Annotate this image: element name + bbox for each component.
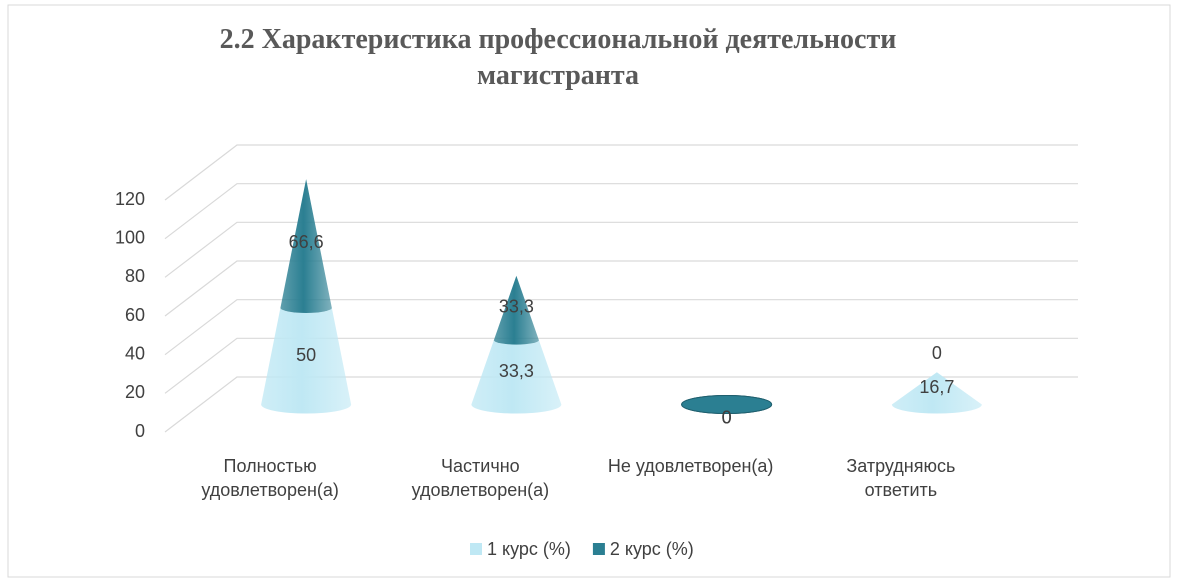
cone-segment xyxy=(261,307,352,414)
chart-title: 2.2 Характеристика профессиональной деят… xyxy=(219,24,897,91)
chart-border xyxy=(7,4,1171,578)
grid-line xyxy=(164,337,1078,394)
x-tick-label: Не удовлетворен(а) xyxy=(607,456,774,476)
data-label: 33,3 xyxy=(499,297,534,317)
cone-segment xyxy=(280,179,332,313)
grid-line xyxy=(164,183,1078,240)
grid-line xyxy=(164,260,1078,317)
x-tick-label: Частично удовлетворен(а) xyxy=(411,456,550,500)
y-tick-label: 40 xyxy=(125,343,145,363)
y-tick-label: 120 xyxy=(115,189,145,209)
cone-segment xyxy=(471,340,562,414)
grid-line xyxy=(164,221,1078,278)
cone-segment xyxy=(493,275,539,345)
x-tick-label: Полностью удовлетворен(а) xyxy=(201,456,339,500)
legend-swatch xyxy=(592,543,605,555)
y-tick-label: 100 xyxy=(115,227,145,247)
y-tick-label: 0 xyxy=(135,421,145,441)
cone-segment xyxy=(681,395,773,414)
legend-label: 2 курс (%) xyxy=(610,539,694,559)
cone-segment xyxy=(891,372,982,414)
data-label: 0 xyxy=(722,407,732,427)
y-tick-label: 60 xyxy=(125,305,145,325)
data-label: 0 xyxy=(722,407,732,427)
data-label: 16,7 xyxy=(919,377,954,397)
data-label: 0 xyxy=(932,343,942,363)
data-label: 33,3 xyxy=(499,361,534,381)
x-tick-label: Затрудняюсь ответить xyxy=(846,456,956,500)
data-label: 66,6 xyxy=(289,232,324,252)
y-tick-label: 20 xyxy=(125,382,145,402)
grid-line xyxy=(164,376,1078,433)
grid-line xyxy=(164,144,1078,201)
legend-label: 1 курс (%) xyxy=(487,539,571,559)
grid-line xyxy=(164,299,1078,356)
y-tick-label: 80 xyxy=(125,266,145,286)
data-label: 50 xyxy=(296,345,316,365)
legend-swatch xyxy=(470,543,482,555)
